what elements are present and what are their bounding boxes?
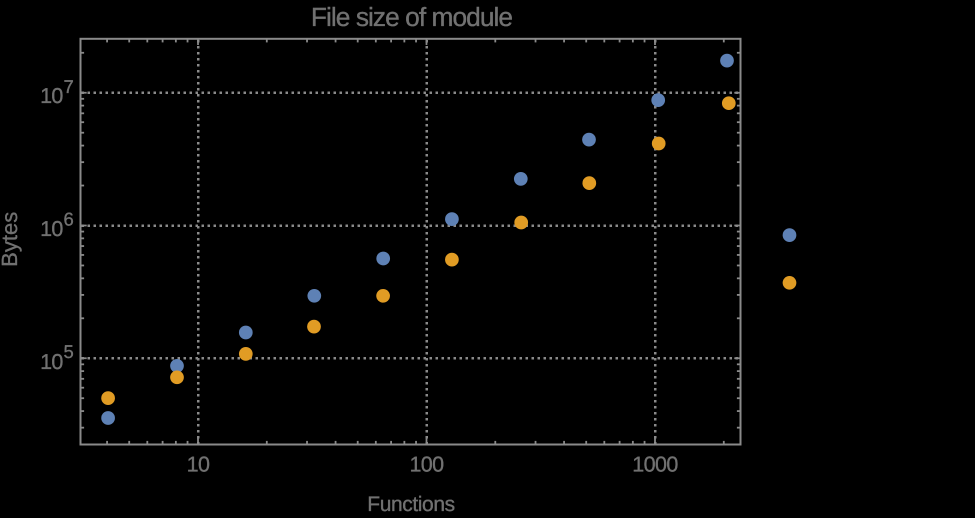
svg-text:Functions: Functions [367,493,454,513]
svg-text:10: 10 [40,217,63,241]
svg-text:10: 10 [187,453,210,477]
svg-text:5: 5 [64,341,74,362]
svg-text:100: 100 [409,453,444,477]
svg-text:Bytes: Bytes [0,212,22,267]
svg-text:10: 10 [40,350,63,374]
svg-text:10: 10 [40,84,63,108]
svg-text:1000: 1000 [632,453,678,477]
svg-text:File size of module: File size of module [311,2,513,32]
svg-text:6: 6 [64,209,74,230]
svg-text:7: 7 [64,76,74,97]
